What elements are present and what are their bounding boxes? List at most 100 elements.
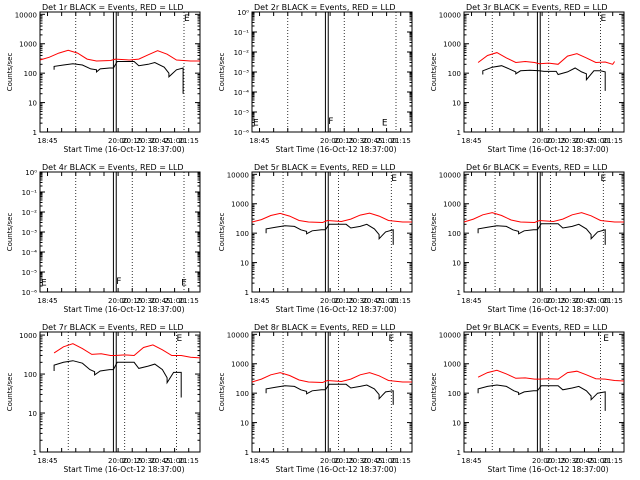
x-tick-label: 21:00 [376,137,396,145]
x-axis-label: Start Time (16-Oct-12 18:37:00) [63,465,184,474]
chart-title: Det 1r BLACK = Events, RED = LLD [42,3,184,12]
x-tick-label: 20:15 [334,297,354,305]
y-tick-label: 10000 [439,331,461,339]
y-tick-label: 1000 [443,201,461,209]
x-tick-label: 20:15 [546,297,566,305]
chart-title: Det 8r BLACK = Events, RED = LLD [254,323,396,332]
x-axis-label: Start Time (16-Oct-12 18:37:00) [275,465,396,474]
y-tick-label: 10⁻⁴ [234,89,250,97]
events-series-line [265,223,394,245]
chart-title: Det 3r BLACK = Events, RED = LLD [466,3,608,12]
y-tick-label: 10000 [439,171,461,179]
y-axis-label: Counts/sec [430,373,438,412]
x-axis-label: Start Time (16-Oct-12 18:37:00) [63,305,184,314]
marker-letter: E [382,118,388,128]
y-tick-label: 10 [452,260,461,268]
marker-letter: E [388,334,394,344]
lld-series-line [53,343,201,359]
x-tick-label: 20:00 [320,297,340,305]
plot-frame [39,171,201,293]
x-tick-label: 21:00 [588,137,608,145]
marker-letter: E [600,174,606,184]
x-tick-label: 21:15 [603,137,623,145]
x-tick-label: 21:00 [164,137,184,145]
y-tick-label: 1 [245,449,249,457]
x-tick-label: 21:00 [164,297,184,305]
x-tick-label: 18:45 [249,297,269,305]
y-tick-label: 1000 [231,361,249,369]
x-tick-label: 20:45 [362,457,382,465]
y-tick-label: 10 [28,100,37,108]
chart-title: Det 9r BLACK = Events, RED = LLD [466,323,608,332]
events-series-line [265,383,394,405]
x-axis-label: Start Time (16-Oct-12 18:37:00) [275,305,396,314]
x-tick-label: 20:45 [574,137,594,145]
marker-letter: E [253,118,259,128]
x-tick-label: 20:15 [334,137,354,145]
y-axis-label: Counts/sec [6,53,14,92]
chart-title: Det 2r BLACK = Events, RED = LLD [254,3,396,12]
x-tick-label: 18:45 [37,137,57,145]
x-axis-label: Start Time (16-Oct-12 18:37:00) [487,305,608,314]
x-tick-label: 20:30 [136,457,156,465]
plot-frame [39,11,201,133]
chart-panel-3: Det 3r BLACK = Events, RED = LLD Counts/s… [430,3,625,154]
lld-series-line [477,369,625,382]
y-tick-label: 10⁻¹ [234,29,250,37]
x-tick-label: 20:00 [532,137,552,145]
y-axis-label: Counts/sec [6,213,14,252]
x-tick-label: 21:15 [179,457,199,465]
plot-frame [251,11,413,133]
y-tick-label: 10⁻² [234,49,250,57]
x-tick-label: 21:00 [588,457,608,465]
x-axis-label: Start Time (16-Oct-12 18:37:00) [487,145,608,154]
y-tick-label: 1 [457,449,461,457]
y-tick-label: 10⁻² [22,209,38,217]
events-series-line [53,360,182,398]
marker-letter: E [184,14,190,24]
y-tick-label: 100 [448,70,461,78]
plot-frame [251,171,413,293]
x-tick-label: 18:45 [249,137,269,145]
x-tick-label: 20:30 [560,457,580,465]
y-tick-label: 1000 [443,361,461,369]
plot-frame [251,331,413,453]
plot-frame [463,171,625,293]
chart-panel-6: Det 6r BLACK = Events, RED = LLD Counts/s… [430,163,625,314]
plot-frame [463,11,625,133]
x-tick-label: 18:45 [249,457,269,465]
x-axis-label: Start Time (16-Oct-12 18:37:00) [487,465,608,474]
spike-label: F [116,277,121,287]
y-tick-label: 10000 [15,11,37,19]
x-axis-label: Start Time (16-Oct-12 18:37:00) [63,145,184,154]
y-tick-label: 10⁻¹ [22,189,38,197]
y-tick-label: 10 [240,420,249,428]
x-tick-label: 21:15 [603,457,623,465]
marker-letter: E [603,334,609,344]
x-tick-label: 20:30 [560,137,580,145]
y-tick-label: 10 [452,420,461,428]
marker-letter: E [600,14,606,24]
y-tick-label: 10000 [227,331,249,339]
marker-letter: E [181,278,187,288]
marker-letter: E [176,334,182,344]
y-tick-label: 10⁻⁵ [22,269,38,277]
plot-frame [463,331,625,453]
x-tick-label: 20:30 [136,137,156,145]
lld-series-line [39,49,200,62]
y-tick-label: 10⁻³ [234,69,250,77]
x-tick-label: 20:45 [362,297,382,305]
x-tick-label: 20:45 [150,297,170,305]
y-axis-label: Counts/sec [430,213,438,252]
marker-letter: E [391,174,397,184]
chart-title: Det 7r BLACK = Events, RED = LLD [42,323,184,332]
marker-letter: E [41,278,47,288]
lld-series-line [477,52,616,65]
x-tick-label: 20:00 [532,457,552,465]
x-tick-label: 20:30 [348,457,368,465]
y-tick-label: 10⁻⁵ [234,109,250,117]
y-tick-label: 10⁻⁴ [22,249,38,257]
y-tick-label: 10 [240,260,249,268]
x-tick-label: 20:45 [574,297,594,305]
